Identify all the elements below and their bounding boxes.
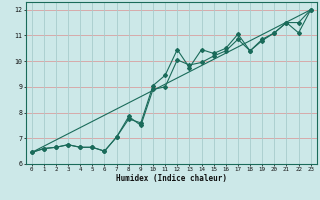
X-axis label: Humidex (Indice chaleur): Humidex (Indice chaleur) <box>116 174 227 183</box>
